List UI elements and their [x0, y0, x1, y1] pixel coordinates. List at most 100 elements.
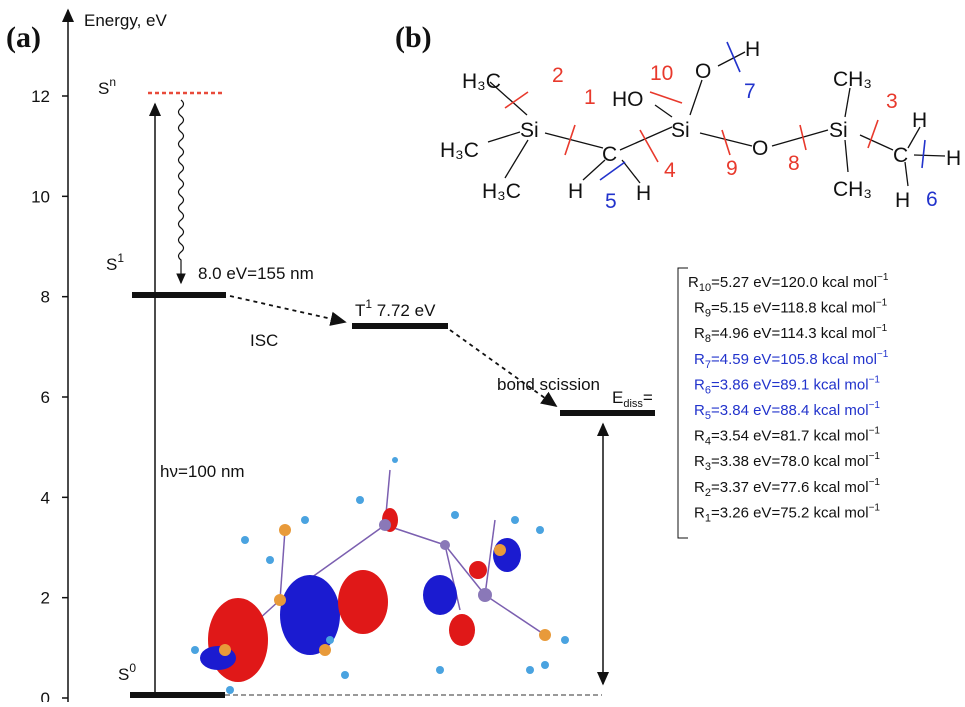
ediss-eq: = — [643, 388, 653, 407]
row-sub: 10 — [699, 282, 711, 294]
isc-arrow — [230, 296, 345, 322]
y-tick-label: 6 — [41, 388, 50, 407]
atom-label: CH₃ — [833, 68, 872, 91]
row-sup: −1 — [869, 374, 881, 385]
row-label: R — [694, 453, 705, 470]
atom-label: Si — [520, 119, 539, 142]
relaxation-arrow — [179, 100, 184, 283]
atom-label: Si — [829, 119, 848, 142]
bond-number: 9 — [726, 157, 738, 180]
row-text: =3.26 eV=75.2 kcal mol — [711, 504, 869, 521]
dissociation-row: R6=3.86 eV=89.1 kcal mol−1 — [694, 374, 880, 396]
state-base: S — [106, 255, 117, 274]
state-energy: 7.72 eV — [372, 301, 436, 320]
atom-label: H — [745, 38, 760, 61]
row-text: =3.86 eV=89.1 kcal mol — [711, 376, 869, 393]
row-sup: −1 — [869, 477, 881, 488]
atom-label: H — [568, 180, 583, 203]
atom-label: H — [895, 189, 910, 212]
bond-number: 1 — [584, 86, 596, 109]
dissociation-row: R10=5.27 eV=120.0 kcal mol−1 — [688, 272, 889, 294]
atom-label: C — [602, 143, 617, 166]
state-label: S0 — [118, 661, 136, 684]
row-sup: −1 — [869, 426, 881, 437]
row-label: R — [694, 504, 705, 521]
y-tick-label: 8 — [41, 288, 50, 307]
atom-label: Si — [671, 119, 690, 142]
bond-number: 4 — [664, 159, 676, 182]
panel-label: (b) — [395, 21, 432, 54]
atom-label: H₃C — [482, 180, 521, 203]
y-tick-label: 12 — [31, 87, 50, 106]
scission-arrow — [450, 330, 556, 406]
state-label: Sn — [98, 75, 116, 98]
row-text: =5.27 eV=120.0 kcal mol — [711, 274, 877, 291]
row-text: =3.84 eV=88.4 kcal mol — [711, 402, 869, 419]
row-label: R — [694, 402, 705, 419]
bond-number: 3 — [886, 90, 898, 113]
row-sup: −1 — [876, 298, 888, 309]
dissociation-row: R2=3.37 eV=77.6 kcal mol−1 — [694, 477, 880, 499]
bond-number: 2 — [552, 64, 564, 87]
atom-label: C — [893, 144, 908, 167]
annotation: 8.0 eV=155 nm — [198, 264, 314, 283]
row-label: R — [694, 428, 705, 445]
row-text: =4.96 eV=114.3 kcal mol — [711, 325, 876, 342]
atom-label: O — [752, 137, 768, 160]
ediss-label: Ediss= — [612, 388, 653, 410]
atom-label: HO — [612, 88, 644, 111]
y-tick-label: 10 — [31, 187, 50, 206]
state-label: S1 — [106, 251, 124, 274]
dissociation-row: R4=3.54 eV=81.7 kcal mol−1 — [694, 426, 880, 448]
row-sup: −1 — [869, 400, 881, 411]
state-sup: 0 — [129, 661, 136, 675]
y-tick-label: 0 — [41, 689, 50, 702]
annotation: bond scission — [497, 375, 600, 394]
row-sup: −1 — [869, 502, 881, 513]
cut-marks — [505, 42, 925, 180]
row-text: =4.59 eV=105.8 kcal mol — [711, 351, 877, 368]
y-tick-label: 2 — [41, 589, 50, 608]
state-base: T — [355, 301, 365, 320]
row-text: =3.38 eV=78.0 kcal mol — [711, 453, 869, 470]
row-text: =3.37 eV=77.6 kcal mol — [711, 479, 869, 496]
dissociation-row: R9=5.15 eV=118.8 kcal mol−1 — [694, 298, 888, 320]
atom-label: H — [912, 109, 927, 132]
row-label: R — [694, 300, 705, 317]
dissociation-row: R7=4.59 eV=105.8 kcal mol−1 — [694, 349, 889, 371]
dissociation-row: R5=3.84 eV=88.4 kcal mol−1 — [694, 400, 880, 422]
row-sup: −1 — [869, 451, 881, 462]
row-text: =3.54 eV=81.7 kcal mol — [711, 428, 869, 445]
bond-number: 6 — [926, 188, 938, 211]
atom-label: H — [946, 147, 961, 170]
dissociation-row: R8=4.96 eV=114.3 kcal mol−1 — [694, 323, 888, 345]
row-sup: −1 — [876, 323, 888, 334]
row-sup: −1 — [877, 272, 889, 283]
state-base: S — [118, 665, 129, 684]
row-label: R — [694, 479, 705, 496]
row-label: R — [694, 325, 705, 342]
state-sup: 1 — [117, 251, 124, 265]
panel-label: (a) — [6, 21, 41, 54]
orbital-image — [191, 457, 569, 694]
row-text: =5.15 eV=118.8 kcal mol — [711, 300, 876, 317]
bond-number: 8 — [788, 152, 800, 175]
axis-title: Energy, eV — [84, 11, 168, 30]
bond-number: 7 — [744, 80, 756, 103]
annotation: hν=100 nm — [160, 462, 245, 481]
bond-number: 10 — [650, 62, 673, 85]
atom-label: H₃C — [462, 70, 501, 93]
bracket — [678, 268, 688, 538]
atom-label: H₃C — [440, 139, 479, 162]
row-sup: −1 — [877, 349, 889, 360]
annotation: ISC — [250, 331, 278, 350]
dissociation-row: R3=3.38 eV=78.0 kcal mol−1 — [694, 451, 880, 473]
atom-label: O — [695, 60, 711, 83]
state-sup: n — [109, 75, 116, 89]
y-tick-label: 4 — [41, 488, 50, 507]
bond-number: 5 — [605, 190, 617, 213]
row-label: R — [694, 351, 705, 368]
ediss-base: E — [612, 388, 623, 407]
atom-label: H — [636, 182, 651, 205]
figure: (a) (b) Energy, eV 024681012 Sn S1 S0 T1… — [0, 0, 965, 702]
